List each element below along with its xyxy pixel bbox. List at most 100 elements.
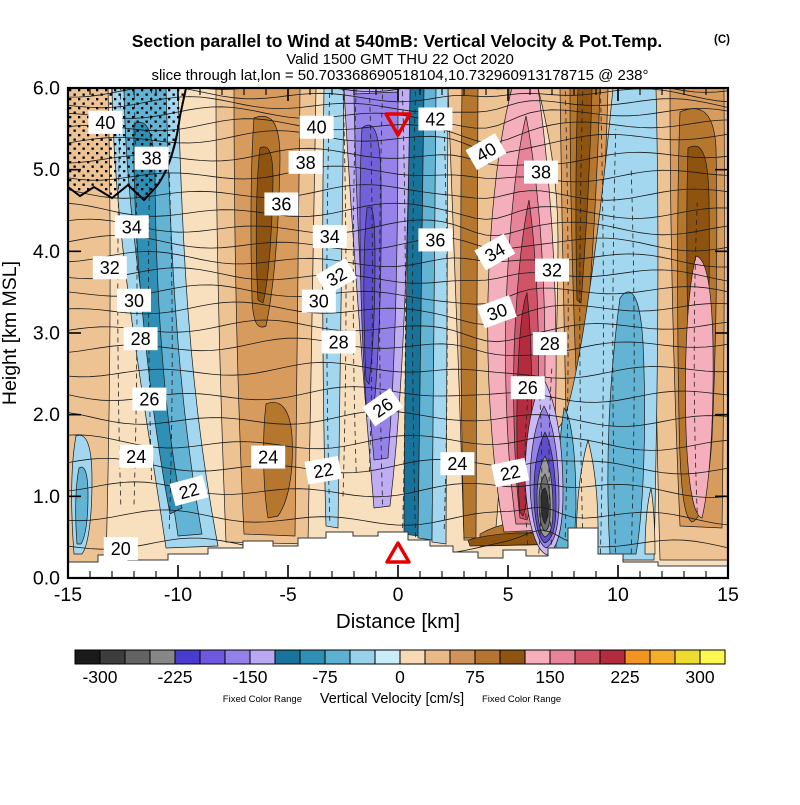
colorbar-cell — [524, 649, 551, 665]
contour-label-text: 30 — [124, 291, 144, 311]
contour-label-box — [474, 233, 516, 271]
colorbar-cell — [249, 649, 276, 665]
marker-triangle-down — [384, 112, 412, 137]
contour-label-box — [117, 288, 151, 312]
theta-line — [68, 361, 728, 379]
contour-label: 36 — [418, 228, 453, 252]
theta-line — [68, 506, 728, 526]
contour-label-box — [264, 192, 299, 216]
colorbar-cell — [499, 649, 526, 665]
y-tick-label: 4.0 — [33, 241, 60, 263]
contour-label-box — [299, 115, 334, 139]
contour-label-box — [321, 330, 356, 354]
theta-line — [68, 434, 728, 451]
contour-label: 24 — [119, 444, 154, 468]
contour-label: 32 — [535, 258, 569, 282]
contour-label-box — [119, 444, 154, 468]
colorbar-cell — [599, 649, 626, 665]
contour-label-text: 26 — [139, 390, 159, 410]
colorbar-cell — [449, 649, 476, 665]
colorbar-cell — [474, 649, 501, 665]
contour-label-text: 36 — [271, 195, 291, 215]
velocity-contour-dash — [579, 88, 584, 538]
colorbar-cell — [224, 649, 251, 665]
y-axis-tick-labels: 0.0 1.0 2.0 3.0 4.0 5.0 6.0 — [33, 77, 60, 589]
contour-label: 20 — [103, 537, 138, 561]
x-tick-label: -10 — [164, 584, 192, 606]
velocity-contour-dash — [564, 88, 569, 538]
contour-label-box — [88, 110, 123, 134]
contour-label-box — [510, 376, 545, 400]
contour-label: 30 — [477, 295, 517, 329]
colorbar-tick-label: 300 — [685, 667, 714, 687]
theta-line — [68, 235, 728, 252]
velocity-contour-dash — [548, 365, 553, 554]
colorbar-tick-labels: -300 -225 -150 -75 0 75 150 225 300 — [82, 667, 714, 687]
theta-line — [68, 301, 728, 326]
contour-label-text: 24 — [258, 448, 278, 468]
contour-label-text: 40 — [307, 118, 327, 138]
contour-label: 34 — [312, 225, 347, 249]
colorbar-cell — [124, 649, 151, 665]
contour-label: 36 — [264, 192, 299, 216]
contour-label: 22 — [304, 455, 342, 485]
contour-label: 32 — [315, 258, 357, 296]
velocity-contour-dash — [630, 169, 635, 554]
y-tick-label: 2.0 — [33, 404, 60, 426]
velocity-contour-dash — [369, 88, 373, 472]
theta-line — [68, 284, 728, 305]
x-tick-label: 5 — [503, 584, 514, 606]
page-title-units: (C) — [714, 34, 730, 46]
contour-label-text: 22 — [312, 459, 335, 482]
theta-line — [68, 386, 728, 403]
contour-label-text: 24 — [126, 447, 146, 467]
contour-label-box — [440, 452, 475, 476]
colorbar-tick-label: 150 — [535, 667, 564, 687]
x-tick-label: -15 — [54, 584, 82, 606]
x-axis-title: Distance [km] — [336, 610, 460, 633]
y-tick-label: 0.0 — [33, 568, 60, 590]
marker-triangle-up — [385, 541, 411, 564]
contour-label: 38 — [134, 146, 169, 170]
contour-label: 38 — [524, 160, 558, 184]
slice-location-subtitle: slice through lat,lon = 50.7033686905181… — [151, 67, 648, 84]
theta-line — [68, 130, 728, 154]
colorbar-cell — [549, 649, 576, 665]
velocity-fill-field — [68, 88, 728, 578]
contour-label-box — [92, 256, 127, 280]
theta-line — [68, 165, 728, 183]
contour-label: 22 — [491, 457, 530, 488]
contour-label-text: 34 — [122, 217, 142, 237]
contour-label-box — [477, 295, 517, 329]
colorbar-tick-label: 225 — [610, 667, 639, 687]
colorbar-tick-label: 75 — [465, 667, 484, 687]
theta-line — [68, 267, 728, 284]
contour-label-box — [288, 150, 323, 174]
contour-label-box — [251, 445, 286, 469]
y-axis-title: Height [km MSL] — [0, 261, 21, 405]
theta-line — [68, 218, 728, 237]
colorbar-cell — [649, 649, 676, 665]
contour-label-text: 42 — [425, 110, 445, 130]
colorbar-cell — [424, 649, 451, 665]
contour-label-box — [418, 107, 453, 131]
velocity-contour-dash — [168, 169, 173, 530]
velocity-contour-dash — [379, 88, 383, 505]
terrain-mask — [68, 527, 728, 578]
contour-label-text: 34 — [320, 227, 340, 247]
axis-ticks — [67, 87, 729, 579]
theta-line — [68, 337, 728, 356]
colorbar-tick-label: 0 — [395, 667, 405, 687]
theta-line — [68, 410, 728, 427]
plot-area: 4038343230282624222040383634323028262422… — [68, 88, 728, 578]
y-tick-label: 5.0 — [33, 159, 60, 181]
valid-time-subtitle: Valid 1500 GMT THU 22 Oct 2020 — [286, 51, 514, 68]
y-tick-label: 1.0 — [33, 486, 60, 508]
contour-label: 26 — [510, 376, 545, 400]
velocity-contour-dash — [693, 202, 698, 513]
colorbar-title: Vertical Velocity [cm/s] — [320, 691, 464, 707]
contour-label: 28 — [321, 330, 356, 354]
theta-line — [68, 319, 728, 343]
